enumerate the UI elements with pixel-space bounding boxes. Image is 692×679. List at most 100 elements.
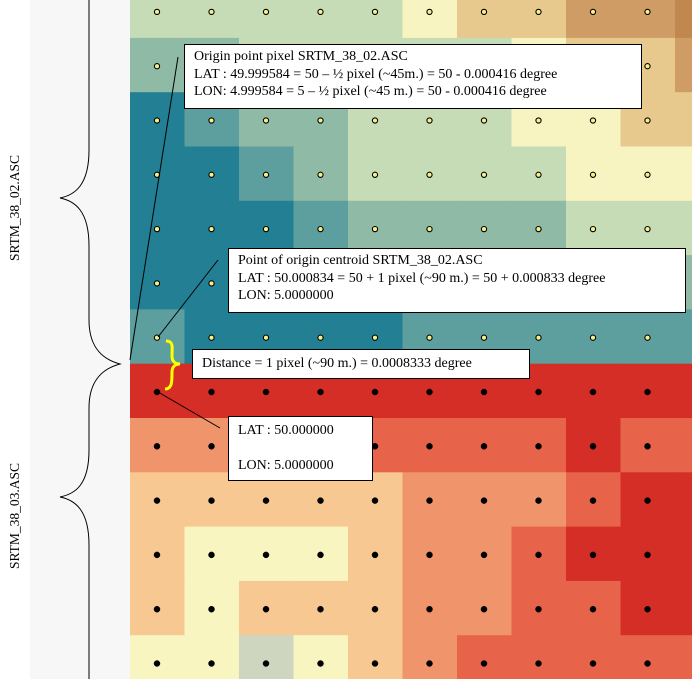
- centroid-point: [371, 8, 379, 16]
- centroid-point: [589, 334, 597, 341]
- centroid-point: [480, 117, 488, 124]
- leader-line-lower-point: [157, 391, 221, 429]
- callout-origin-pixel: Origin point pixel SRTM_38_02.ASC LAT : …: [184, 44, 642, 109]
- centroid-point: [208, 443, 215, 450]
- raster-cell: [620, 0, 676, 39]
- centroid-point: [371, 551, 379, 559]
- centroid-point: [426, 551, 433, 559]
- centroid-point: [644, 388, 651, 396]
- centroid-point: [208, 8, 215, 16]
- raster-cell: [620, 635, 676, 679]
- callout-distance: Distance = 1 pixel (~90 m.) = 0.0008333 …: [192, 349, 530, 379]
- centroid-point: [480, 497, 488, 504]
- centroid-point: [153, 63, 161, 70]
- centroid-point: [644, 171, 651, 178]
- centroid-point: [153, 551, 161, 559]
- centroid-point: [208, 605, 215, 613]
- centroid-point: [317, 171, 324, 178]
- raster-cell: [511, 0, 567, 39]
- centroid-point: [208, 280, 215, 287]
- centroid-point: [480, 334, 488, 341]
- centroid-point: [208, 388, 215, 396]
- centroid-point: [262, 117, 270, 124]
- raster-cell: [130, 0, 186, 39]
- centroid-point: [480, 551, 488, 559]
- centroid-point: [535, 551, 542, 559]
- raster-cell: [402, 635, 458, 679]
- centroid-point: [644, 443, 651, 450]
- centroid-point: [535, 171, 542, 178]
- raster-cell: [348, 635, 404, 679]
- centroid-point: [317, 551, 324, 559]
- callout-text: LAT : 50.000000: [238, 423, 334, 438]
- centroid-point: [208, 551, 215, 559]
- raster-cell: [675, 580, 692, 636]
- centroid-point: [480, 171, 488, 178]
- raster-cell: [566, 635, 622, 679]
- raster-cell: [566, 0, 622, 39]
- raster-cell: [675, 309, 692, 365]
- centroid-point: [426, 225, 433, 233]
- centroid-point: [480, 660, 488, 667]
- centroid-point: [535, 660, 542, 667]
- centroid-point: [535, 605, 542, 613]
- centroid-point: [317, 388, 324, 396]
- centroid-point: [208, 497, 215, 504]
- centroid-point: [426, 443, 433, 450]
- raster-cell: [675, 363, 692, 419]
- centroid-point: [262, 8, 270, 16]
- raster-cell: [184, 0, 240, 39]
- centroid-point: [262, 660, 270, 667]
- centroid-point: [426, 8, 433, 16]
- centroid-point: [208, 117, 215, 124]
- centroid-point: [480, 8, 488, 16]
- callout-text: LON: 4.999584 = 5 – ½ pixel (~45 m.) = 5…: [194, 84, 547, 99]
- raster-cell: [293, 0, 349, 39]
- centroid-point: [208, 225, 215, 233]
- leader-line-origin-pixel: [129, 56, 179, 361]
- raster-cell: [457, 0, 513, 39]
- distance-brace: [164, 339, 181, 391]
- centroid-point: [644, 660, 651, 667]
- callout-text: Distance = 1 pixel (~90 m.) = 0.0008333 …: [202, 356, 472, 371]
- centroid-point: [480, 443, 488, 450]
- centroid-point: [153, 443, 161, 450]
- centroid-point: [371, 388, 379, 396]
- centroid-point: [535, 8, 542, 16]
- raster-cell: [675, 418, 692, 473]
- centroid-point: [153, 497, 161, 504]
- centroid-point: [480, 388, 488, 396]
- centroid-point: [589, 551, 597, 559]
- centroid-point: [644, 225, 651, 233]
- raster-cell: [184, 635, 240, 679]
- centroid-point: [262, 551, 270, 559]
- centroid-point: [371, 605, 379, 613]
- callout-lower-point: LAT : 50.000000 LON: 5.0000000: [228, 416, 373, 481]
- centroid-point: [262, 334, 270, 341]
- raster-cell: [130, 635, 186, 679]
- centroid-point: [317, 605, 324, 613]
- callout-text: [238, 440, 363, 458]
- centroid-point: [535, 117, 542, 124]
- centroid-point: [589, 497, 597, 504]
- centroid-point: [426, 334, 433, 341]
- centroid-point: [317, 8, 324, 16]
- side-panel: [30, 0, 130, 679]
- centroid-point: [535, 388, 542, 396]
- raster-cell: [293, 635, 349, 679]
- raster-cell: [675, 472, 692, 528]
- raster-cell: [675, 0, 692, 39]
- callout-text: LON: 5.0000000: [238, 458, 334, 473]
- centroid-point: [317, 117, 324, 124]
- centroid-point: [426, 605, 433, 613]
- centroid-point: [371, 171, 379, 178]
- centroid-point: [153, 388, 161, 396]
- centroid-point: [644, 551, 651, 559]
- centroid-point: [644, 8, 651, 16]
- centroid-point: [589, 225, 597, 233]
- centroid-point: [371, 660, 379, 667]
- centroid-point: [262, 497, 270, 504]
- centroid-point: [426, 660, 433, 667]
- centroid-point: [535, 497, 542, 504]
- tile-label-upper: SRTM_38_02.ASC: [7, 154, 22, 262]
